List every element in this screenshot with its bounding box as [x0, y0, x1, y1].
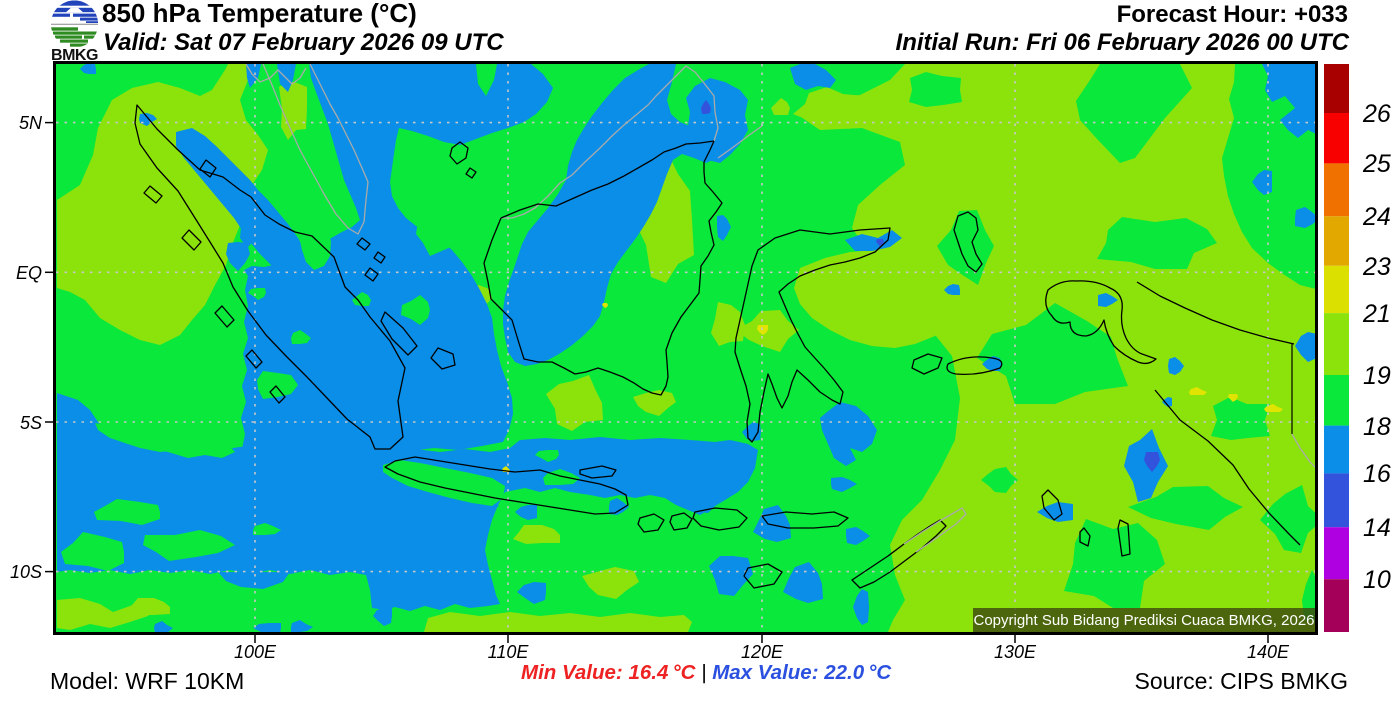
- svg-text:14: 14: [1363, 514, 1391, 542]
- svg-text:18: 18: [1363, 413, 1391, 441]
- svg-text:BMKG: BMKG: [51, 47, 98, 62]
- svg-text:21: 21: [1362, 300, 1391, 328]
- svg-text:23: 23: [1362, 253, 1391, 281]
- svg-text:Copyright Sub Bidang Prediksi: Copyright Sub Bidang Prediksi Cuaca BMKG…: [973, 612, 1314, 629]
- svg-text:19: 19: [1363, 362, 1391, 390]
- svg-text:25: 25: [1362, 150, 1391, 178]
- svg-text:24: 24: [1362, 203, 1391, 231]
- svg-text:10: 10: [1363, 566, 1391, 594]
- svg-text:26: 26: [1362, 100, 1391, 128]
- svg-text:16: 16: [1363, 460, 1391, 488]
